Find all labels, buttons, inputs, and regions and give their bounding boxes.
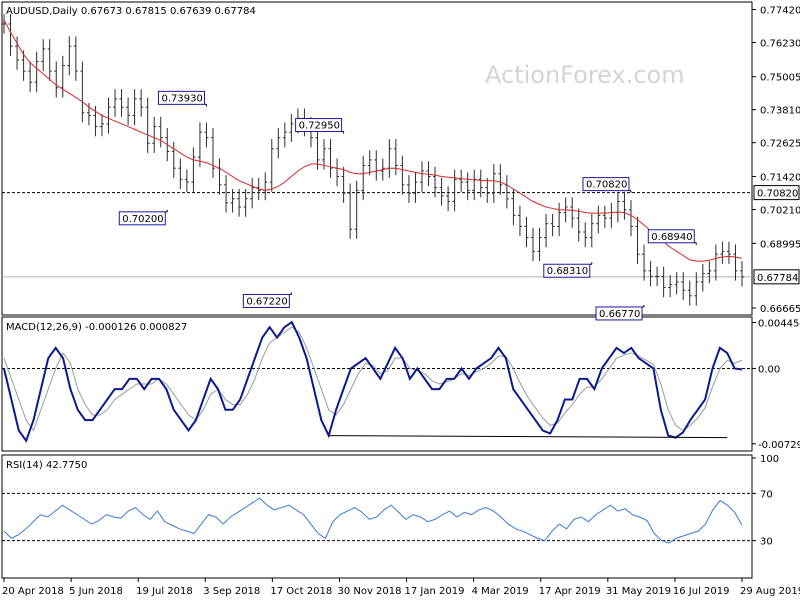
price-callout: 0.67220	[242, 292, 292, 308]
callout-box	[242, 293, 290, 308]
callout-value: 0.68310	[547, 266, 588, 277]
price-layer: 0.73930 0.70200 0.72950 0.67220 0.70820 0.683…	[2, 14, 752, 321]
macd-y-tick-label: 0.00	[758, 365, 780, 376]
rsi-layer	[2, 492, 752, 544]
callout-box	[647, 229, 695, 244]
callout-value: 0.67220	[246, 296, 287, 307]
x-tick-label: 17 Oct 2018	[270, 586, 332, 597]
macd-signal-line	[3, 326, 743, 432]
dashed-level-flag-box	[753, 185, 800, 201]
macd-y-tick-label: -0.007298	[758, 440, 800, 451]
price-y-tick-label: 0.71420	[760, 173, 800, 184]
watermark-text: ActionForex.com	[485, 61, 685, 89]
price-y-tick-label: 0.66665	[760, 304, 800, 315]
macd-panel-frame	[1, 316, 753, 452]
callout-value: 0.70820	[586, 180, 627, 191]
x-tick-label: 31 May 2019	[606, 586, 671, 597]
price-callout: 0.73930	[157, 90, 207, 107]
macd-line	[3, 320, 743, 443]
rsi-y-tick-label: 70	[760, 489, 773, 500]
callout-box	[295, 118, 343, 133]
price-y-tick-label: 0.76230	[760, 39, 800, 50]
callout-box	[595, 306, 643, 321]
rsi-line	[3, 497, 743, 544]
callout-value: 0.72950	[299, 121, 340, 132]
callout-value: 0.70200	[122, 214, 163, 225]
x-tick-label: 29 Aug 2019	[740, 586, 800, 597]
callout-box	[157, 90, 205, 105]
callout-box	[118, 211, 166, 226]
price-callout: 0.68310	[543, 262, 593, 278]
callout-box	[543, 263, 591, 278]
x-tick-label: 19 Jul 2018	[136, 586, 193, 597]
macd-title: MACD(12,26,9) -0.000126 0.000827	[6, 322, 187, 333]
price-panel-frame	[1, 1, 753, 316]
current-price-flag: 0.67784	[757, 273, 798, 284]
x-tick-label: 20 Apr 2018	[2, 586, 64, 597]
current-price-flag-box	[753, 269, 800, 285]
rsi-y-tick-label: 30	[760, 537, 773, 548]
x-tick-label: 3 Sep 2018	[203, 586, 260, 597]
price-y-tick-label: 0.70210	[760, 206, 800, 217]
moving-average-line	[3, 19, 743, 262]
price-y-tick-label: 0.73810	[760, 106, 800, 117]
price-callout: 0.70820	[582, 177, 632, 193]
macd-y-tick-label: 0.004456	[758, 319, 800, 330]
price-y-tick-label: 0.72625	[760, 139, 800, 150]
callout-value: 0.73930	[161, 93, 202, 104]
price-title: AUDUSD,Daily 0.67673 0.67815 0.67639 0.6…	[6, 6, 256, 17]
rsi-panel-frame	[1, 454, 753, 579]
x-tick-label: 30 Nov 2018	[337, 586, 401, 597]
macd-layer	[2, 320, 752, 443]
rsi-title: RSI(14) 42.7750	[6, 460, 87, 471]
price-callout: 0.66770	[595, 304, 645, 321]
price-callout: 0.70200	[118, 209, 168, 226]
x-tick-label: 17 Jan 2019	[405, 586, 465, 597]
price-y-tick-label: 0.68995	[760, 239, 800, 250]
x-tick-label: 4 Mar 2019	[472, 586, 529, 597]
price-y-tick-label: 0.77420	[760, 6, 800, 17]
x-tick-label: 16 Jul 2019	[673, 586, 730, 597]
price-callout: 0.68940	[647, 229, 697, 245]
dashed-level-flag: 0.70820	[757, 189, 798, 200]
macd-trendline	[328, 435, 728, 439]
x-tick-label: 5 Jun 2018	[69, 586, 123, 597]
rsi-y-tick-label: 100	[760, 454, 779, 465]
callout-box	[582, 177, 630, 192]
x-tick-label: 17 Apr 2019	[539, 586, 601, 597]
callout-value: 0.66770	[599, 309, 640, 320]
price-y-tick-label: 0.75005	[760, 73, 800, 84]
axis-layer: 0.77420 0.76230 0.75005 0.73810 0.72625 0.714…	[2, 6, 800, 597]
price-callout: 0.72950	[295, 118, 345, 134]
callout-value: 0.68940	[651, 232, 692, 243]
